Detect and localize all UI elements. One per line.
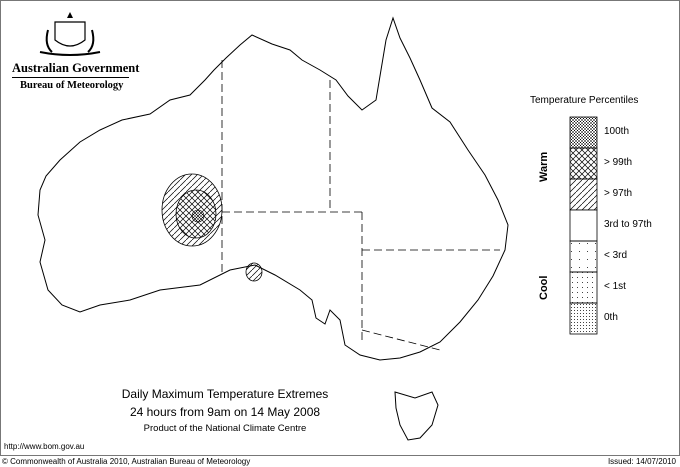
copyright-text: © Commonwealth of Australia 2010, Austra…	[2, 457, 251, 466]
legend-label: > 97th	[604, 188, 633, 199]
legend-warm-label: Warm	[538, 151, 550, 182]
issued-date: Issued: 14/07/2010	[607, 457, 676, 466]
legend-label: 3rd to 97th	[604, 219, 652, 230]
logo-line-2: Bureau of Meteorology	[20, 80, 124, 91]
legend-boxes	[569, 116, 598, 335]
map-title: Daily Maximum Temperature Extremes	[121, 387, 329, 401]
warm-region-97th-south	[245, 262, 263, 282]
mainland-coastline	[37, 16, 509, 361]
legend-swatch-97th	[569, 178, 598, 211]
website-link[interactable]: http://www.bom.gov.au	[4, 442, 85, 451]
state-borders	[221, 60, 500, 351]
legend-swatch-1st	[569, 271, 598, 304]
legend-swatch-normal	[569, 209, 598, 242]
product-credit: Product of the National Climate Centre	[143, 423, 307, 434]
legend-label: < 1st	[604, 281, 626, 292]
legend-swatch-0th	[569, 302, 598, 335]
legend-swatch-100th	[569, 116, 598, 149]
legend-label: 100th	[604, 126, 630, 137]
legend-swatch-3rd	[569, 240, 598, 273]
legend-swatch-99th	[569, 147, 598, 180]
legend-label: < 3rd	[604, 250, 628, 261]
logo-divider	[12, 77, 129, 78]
legend-title: Temperature Percentiles	[530, 95, 639, 106]
legend-cool-label: Cool	[538, 275, 550, 300]
legend-label: > 99th	[604, 157, 633, 168]
warm-region-100th	[191, 209, 205, 223]
tasmania-coastline	[394, 391, 439, 441]
logo-line-1: Australian Government	[12, 61, 140, 75]
legend-label: 0th	[604, 312, 618, 323]
map-subtitle: 24 hours from 9am on 14 May 2008	[129, 405, 321, 419]
coat-of-arms-logo	[39, 12, 101, 56]
